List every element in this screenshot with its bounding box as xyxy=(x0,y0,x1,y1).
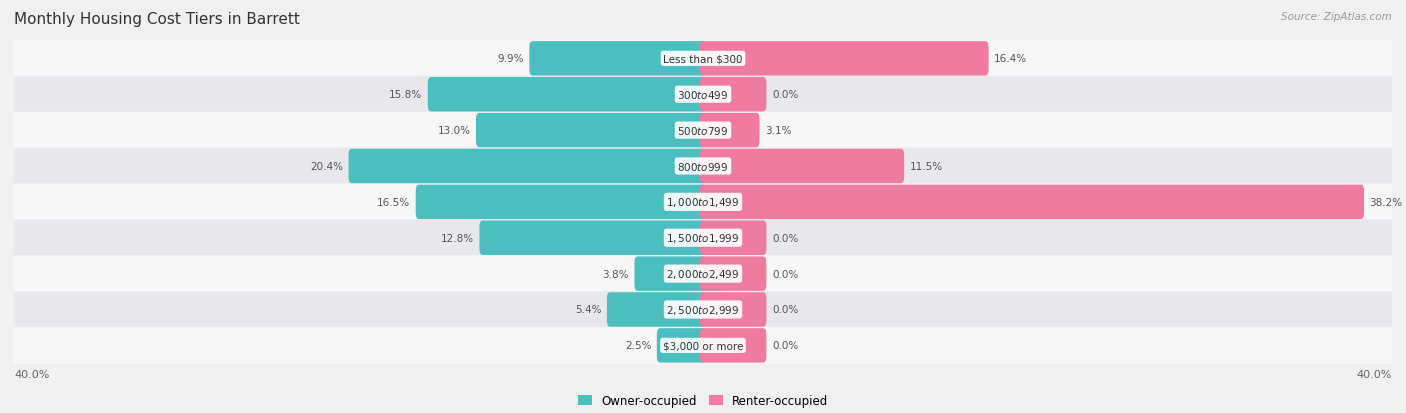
Text: 0.0%: 0.0% xyxy=(772,269,799,279)
Text: 38.2%: 38.2% xyxy=(1369,197,1403,207)
Text: $1,500 to $1,999: $1,500 to $1,999 xyxy=(666,232,740,244)
Text: 16.5%: 16.5% xyxy=(377,197,411,207)
FancyBboxPatch shape xyxy=(700,78,766,112)
Text: $300 to $499: $300 to $499 xyxy=(678,89,728,101)
FancyBboxPatch shape xyxy=(427,78,706,112)
Text: $3,000 or more: $3,000 or more xyxy=(662,341,744,351)
Text: $800 to $999: $800 to $999 xyxy=(678,161,728,173)
FancyBboxPatch shape xyxy=(14,184,1392,221)
FancyBboxPatch shape xyxy=(700,257,766,291)
Text: Monthly Housing Cost Tiers in Barrett: Monthly Housing Cost Tiers in Barrett xyxy=(14,12,299,27)
Text: 12.8%: 12.8% xyxy=(441,233,474,243)
Text: 3.1%: 3.1% xyxy=(765,126,792,136)
FancyBboxPatch shape xyxy=(700,185,1364,220)
Text: 0.0%: 0.0% xyxy=(772,233,799,243)
Text: Source: ZipAtlas.com: Source: ZipAtlas.com xyxy=(1281,12,1392,22)
Text: 40.0%: 40.0% xyxy=(14,369,49,379)
Text: 2.5%: 2.5% xyxy=(624,341,651,351)
FancyBboxPatch shape xyxy=(14,256,1392,292)
FancyBboxPatch shape xyxy=(700,221,766,255)
Text: Less than $300: Less than $300 xyxy=(664,54,742,64)
FancyBboxPatch shape xyxy=(416,185,706,220)
FancyBboxPatch shape xyxy=(700,150,904,184)
Text: 11.5%: 11.5% xyxy=(910,161,943,171)
FancyBboxPatch shape xyxy=(700,42,988,76)
Text: 5.4%: 5.4% xyxy=(575,305,602,315)
Text: 13.0%: 13.0% xyxy=(437,126,471,136)
FancyBboxPatch shape xyxy=(349,150,706,184)
Text: 0.0%: 0.0% xyxy=(772,305,799,315)
FancyBboxPatch shape xyxy=(14,77,1392,113)
FancyBboxPatch shape xyxy=(634,257,706,291)
Text: 3.8%: 3.8% xyxy=(602,269,628,279)
Text: $500 to $799: $500 to $799 xyxy=(678,125,728,137)
Text: 40.0%: 40.0% xyxy=(1357,369,1392,379)
Text: $1,000 to $1,499: $1,000 to $1,499 xyxy=(666,196,740,209)
FancyBboxPatch shape xyxy=(14,220,1392,256)
FancyBboxPatch shape xyxy=(477,114,706,148)
FancyBboxPatch shape xyxy=(14,292,1392,328)
Text: 16.4%: 16.4% xyxy=(994,54,1028,64)
FancyBboxPatch shape xyxy=(530,42,706,76)
FancyBboxPatch shape xyxy=(700,328,766,363)
FancyBboxPatch shape xyxy=(14,148,1392,185)
Legend: Owner-occupied, Renter-occupied: Owner-occupied, Renter-occupied xyxy=(578,394,828,407)
FancyBboxPatch shape xyxy=(700,114,759,148)
Text: $2,500 to $2,999: $2,500 to $2,999 xyxy=(666,303,740,316)
Text: 20.4%: 20.4% xyxy=(311,161,343,171)
FancyBboxPatch shape xyxy=(14,41,1392,78)
Text: $2,000 to $2,499: $2,000 to $2,499 xyxy=(666,268,740,280)
Text: 9.9%: 9.9% xyxy=(498,54,524,64)
Text: 0.0%: 0.0% xyxy=(772,90,799,100)
FancyBboxPatch shape xyxy=(700,292,766,327)
FancyBboxPatch shape xyxy=(14,112,1392,149)
FancyBboxPatch shape xyxy=(14,327,1392,364)
Text: 0.0%: 0.0% xyxy=(772,341,799,351)
Text: 15.8%: 15.8% xyxy=(389,90,422,100)
FancyBboxPatch shape xyxy=(657,328,706,363)
FancyBboxPatch shape xyxy=(607,292,706,327)
FancyBboxPatch shape xyxy=(479,221,706,255)
